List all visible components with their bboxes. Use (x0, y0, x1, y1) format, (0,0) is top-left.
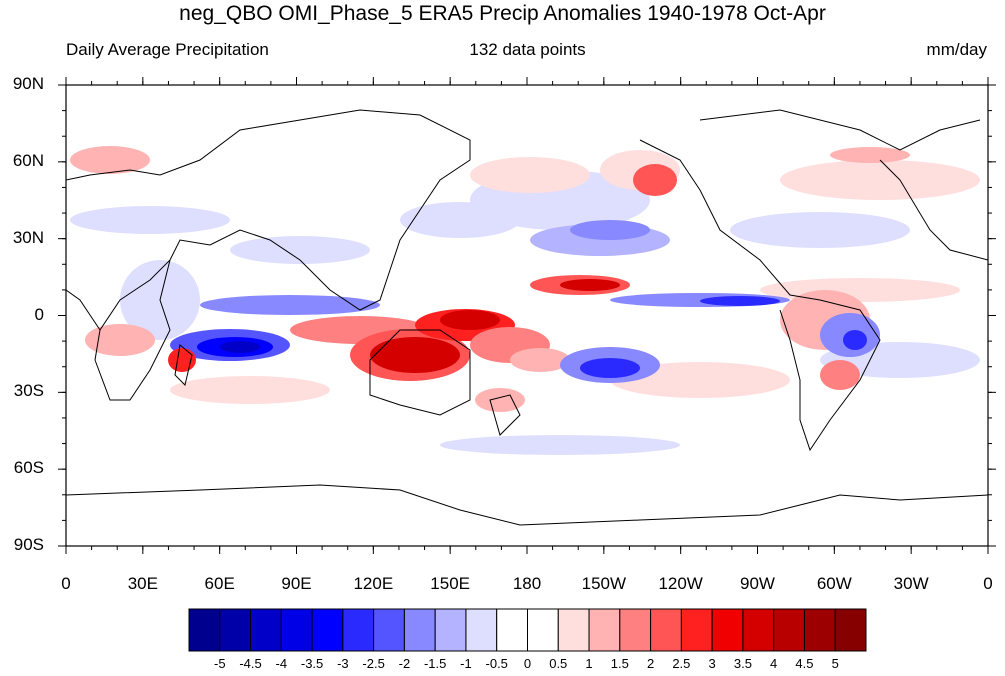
lat-label: 0 (34, 304, 44, 324)
axis-ticks (58, 77, 996, 554)
lon-label: 0 (983, 574, 993, 593)
colorbar-label: -5 (213, 656, 226, 671)
lon-label: 150W (581, 574, 627, 593)
colorbar-swatch (834, 608, 867, 652)
lon-label: 90E (281, 574, 312, 593)
lat-label: 60S (13, 458, 44, 478)
anomaly-field (70, 146, 980, 455)
colorbar-label: 3.5 (733, 656, 752, 671)
lat-label: 90N (12, 74, 44, 93)
colorbar-swatch (742, 608, 775, 652)
colorbar-swatch (496, 608, 528, 652)
lon-label: 90W (740, 574, 775, 593)
colorbar-swatch (434, 608, 467, 652)
colorbar-swatch (311, 608, 344, 652)
colorbar-swatch (557, 608, 590, 652)
lat-label: 90S (13, 535, 44, 554)
colorbar-label: -1.5 (423, 656, 447, 671)
colorbar-swatch (342, 608, 375, 652)
colorbar-swatch (250, 608, 282, 652)
units-label: mm/day (926, 40, 987, 59)
colorbar-label: 5 (831, 656, 839, 671)
colorbar-label: 4.5 (795, 656, 814, 671)
colorbar-swatch (219, 608, 252, 652)
lon-label: 120E (353, 574, 394, 593)
colorbar-label: 4 (770, 656, 778, 671)
chart-title: neg_QBO OMI_Phase_5 ERA5 Precip Anomalie… (179, 2, 826, 25)
colorbar-swatch (619, 608, 652, 652)
lon-label: 60W (816, 574, 852, 593)
lat-label: 60N (12, 150, 44, 170)
lon-label: 150E (430, 574, 470, 593)
colorbar-swatch (650, 608, 682, 652)
colorbar-swatch (588, 608, 621, 652)
colorbar-swatch (188, 608, 221, 652)
colorbar (188, 608, 867, 652)
colorbar-swatch (803, 608, 836, 652)
colorbar-swatch (373, 608, 405, 652)
colorbar-swatch (773, 608, 805, 652)
colorbar-label: -3 (337, 656, 349, 671)
lat-label: 30S (13, 381, 44, 401)
colorbar-label: -4 (275, 656, 288, 671)
center-subtitle: 132 data points (469, 40, 586, 59)
colorbar-label: -3.5 (300, 656, 324, 671)
lon-label: 0 (61, 574, 71, 593)
colorbar-label: 1.5 (610, 656, 629, 671)
colorbar-label: -4.5 (239, 656, 262, 671)
lon-label: 30W (893, 574, 929, 593)
colorbar-label: 3 (708, 656, 716, 671)
lat-label: 30N (12, 227, 44, 247)
lon-label: 60E (204, 574, 235, 593)
colorbar-swatch (711, 608, 744, 652)
colorbar-label: -2 (398, 656, 411, 671)
colorbar-label: -1 (460, 656, 472, 671)
colorbar-swatch (465, 608, 498, 652)
lon-label: 30E (127, 574, 158, 593)
left-subtitle: Daily Average Precipitation (66, 40, 269, 59)
colorbar-label: 2 (646, 656, 655, 671)
colorbar-label: 1 (585, 656, 593, 671)
colorbar-label: -2.5 (362, 656, 385, 671)
colorbar-label: 0 (523, 656, 532, 671)
colorbar-swatch (280, 608, 313, 652)
lon-label: 120W (658, 574, 703, 593)
colorbar-swatch (680, 608, 713, 652)
colorbar-label: -0.5 (485, 656, 508, 671)
colorbar-swatch (403, 608, 436, 652)
coastlines (66, 109, 988, 526)
colorbar-label: 2.5 (672, 656, 691, 671)
colorbar-swatch (527, 608, 559, 652)
colorbar-label: 0.5 (549, 656, 568, 671)
lon-label: 180 (512, 574, 542, 593)
